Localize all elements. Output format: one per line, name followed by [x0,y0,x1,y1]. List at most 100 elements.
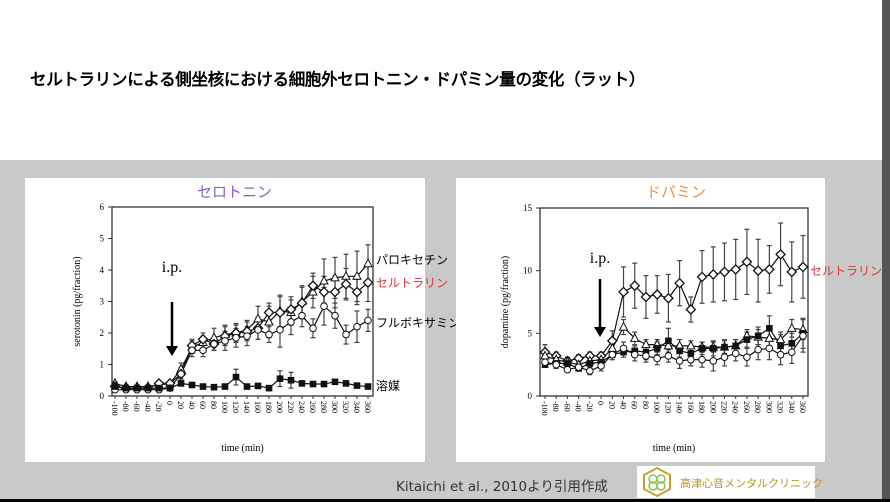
data-point-square [331,378,339,386]
data-point-diamond [285,303,297,315]
x-tick-label: 360 [798,401,807,413]
x-tick-label: 200 [275,401,284,413]
data-point-square [122,384,130,392]
x-tick-label: 140 [675,401,684,413]
data-point-triangle [308,286,318,296]
data-point-square [777,342,784,350]
x-axis-label: time (min) [221,443,264,454]
data-point-square [698,345,706,352]
x-tick-label: -20 [154,401,163,412]
series-line [114,263,369,388]
data-point-circle [364,316,372,325]
x-tick-label: 220 [719,401,728,413]
x-tick-label: 340 [787,401,796,413]
data-point-square [287,376,295,384]
hexagon-logo-icon [643,466,671,498]
x-tick-label: 220 [286,401,295,413]
data-point-circle [221,337,229,345]
ip-arrowhead [594,327,606,337]
data-point-square [199,383,207,390]
data-point-circle [642,352,650,360]
data-point-circle [552,360,561,369]
data-point-square [653,345,661,352]
data-point-circle [709,357,718,365]
x-tick-label: 60 [630,401,639,409]
data-point-diamond [307,280,319,292]
data-point-diamond [329,286,341,298]
data-point-square [320,380,328,388]
x-tick-label: 300 [764,401,773,413]
data-point-diamond [674,277,686,289]
data-point-diamond [274,307,286,318]
x-tick-label: -100 [110,401,119,416]
series-label-fluvoxamine: フルボキサミン [376,316,461,330]
y-axis-label: serotonin (pg/fraction) [72,256,83,346]
x-tick-label: 120 [663,401,672,413]
data-point-circle [541,358,549,366]
data-point-circle [574,363,583,371]
data-point-circle [177,370,185,378]
x-tick-label: 340 [352,401,361,413]
x-tick-label: -40 [574,401,583,412]
x-tick-label: 160 [253,401,262,413]
data-point-triangle [618,321,629,331]
clinic-logo: 高津心音メンタルクリニック [637,466,823,498]
data-point-circle [188,346,196,355]
series-label-vehicle: 溶媒 [376,379,401,393]
data-point-circle [776,350,785,359]
data-point-square [188,381,196,389]
data-point-circle [698,355,706,364]
series-line [544,253,804,362]
data-point-circle [765,344,774,353]
y-tick-label: 3 [100,297,105,307]
data-point-circle [720,353,729,361]
series-line [114,282,369,389]
data-point-circle [664,352,673,360]
data-point-circle [276,326,284,334]
logo-text: 高津心音メンタルクリニック [680,477,823,490]
data-point-circle [608,350,617,359]
window-edge [882,0,890,502]
y-tick-label: 2 [100,328,105,338]
data-point-triangle [363,258,373,268]
x-tick-label: -40 [143,401,152,412]
data-point-circle [653,354,661,363]
data-point-square [254,382,262,390]
x-tick-label: -20 [585,401,594,412]
data-point-diamond [741,256,753,268]
x-tick-label: 300 [330,401,339,413]
data-point-square [276,375,284,382]
data-point-diamond [263,307,275,318]
data-point-square [133,384,141,392]
data-point-triangle [629,332,640,342]
data-point-square [743,336,751,343]
x-tick-label: 140 [242,401,251,413]
chart-title: ドパミン [646,183,707,201]
x-tick-label: 240 [297,401,306,413]
x-tick-label: 0 [596,401,605,405]
data-point-square [353,382,361,389]
x-tick-label: 280 [753,401,762,413]
ip-annotation: i.p. [590,250,610,267]
data-point-diamond [197,333,209,345]
series-line [115,305,369,391]
y-tick-label: 6 [100,202,105,212]
data-point-square [232,373,240,381]
data-point-square [732,342,739,350]
data-point-circle [309,324,317,333]
data-point-diamond [340,278,352,290]
data-point-square [676,347,683,355]
x-tick-label: 200 [708,401,717,413]
series-label-paroxetine: パロキセチン [376,253,449,267]
data-point-circle [342,330,350,339]
y-axis-label: dopamine (pg/fraction) [500,256,511,348]
data-point-circle [630,350,639,359]
data-point-square [788,340,796,347]
data-point-square [586,360,594,367]
y-tick-label: 0 [528,391,533,401]
x-tick-label: 180 [264,401,273,413]
data-point-square [177,380,185,387]
x-tick-label: 180 [697,401,706,413]
